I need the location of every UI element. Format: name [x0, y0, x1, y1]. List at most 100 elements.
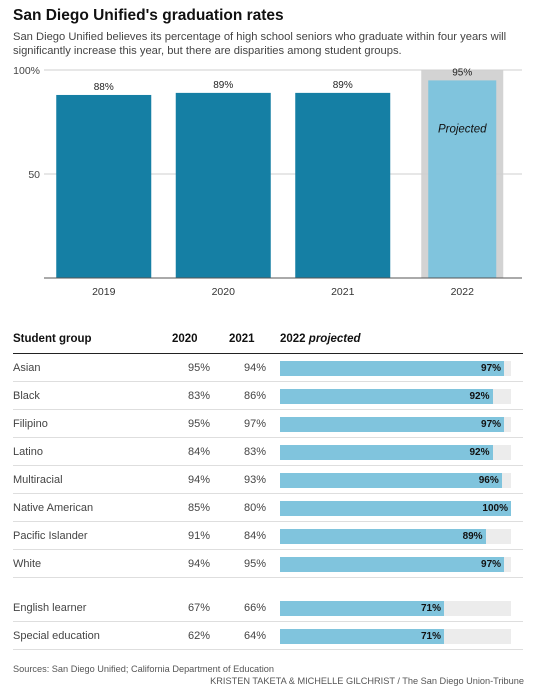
table-row: Multiracial 94% 93% 96%	[13, 466, 523, 494]
row-value-2020: 95%	[187, 362, 210, 374]
table-row: Asian 95% 94% 97%	[13, 354, 523, 382]
bar-value-label: 89%	[333, 80, 353, 91]
row-value-2020: 62%	[187, 630, 210, 642]
projection-bar-track: 97%	[280, 361, 511, 376]
row-value-2021: 93%	[243, 474, 266, 486]
bar-value-label: 88%	[94, 82, 114, 93]
x-tick-label: 2019	[92, 286, 116, 298]
row-divider	[13, 577, 523, 578]
projection-bar-fill: 97%	[280, 361, 505, 376]
table-row: Native American 85% 80% 100%	[13, 494, 523, 522]
table-row: Special education 62% 64% 71%	[13, 622, 523, 650]
chart-title: San Diego Unified's graduation rates	[13, 7, 284, 24]
row-divider	[13, 437, 523, 438]
row-value-2021: 97%	[243, 418, 266, 430]
table-header-rule	[13, 353, 523, 354]
projection-bar-track: 96%	[280, 473, 511, 488]
column-header-2022: 2022 projected	[280, 333, 361, 345]
y-tick-label: 50	[28, 169, 40, 181]
projection-value-label: 89%	[462, 531, 483, 542]
projection-bar-fill: 71%	[280, 601, 444, 616]
projection-bar-track: 92%	[280, 389, 511, 404]
credit-line: KRISTEN TAKETA & MICHELLE GILCHRIST / Th…	[210, 676, 524, 686]
row-group-name: Special education	[13, 630, 100, 642]
projection-bar-track: 92%	[280, 445, 511, 460]
row-value-2021: 80%	[243, 502, 266, 514]
table-row: Black 83% 86% 92%	[13, 382, 523, 410]
chart-subtitle: San Diego Unified believes its percentag…	[13, 31, 507, 57]
projection-value-label: 100%	[482, 503, 508, 514]
table-row: White 94% 95% 97%	[13, 550, 523, 578]
projection-value-label: 71%	[420, 631, 441, 642]
row-divider	[13, 549, 523, 550]
projection-bar-track: 97%	[280, 557, 511, 572]
table-row: Filipino 95% 97% 97%	[13, 410, 523, 438]
projection-bar-fill: 71%	[280, 629, 444, 644]
row-group-name: Asian	[13, 362, 41, 374]
row-value-2020: 67%	[187, 602, 210, 614]
column-header-2020: 2020	[172, 333, 198, 345]
x-tick-label: 2020	[212, 286, 236, 298]
table-row: Latino 84% 83% 92%	[13, 438, 523, 466]
table-row: Pacific Islander 91% 84% 89%	[13, 522, 523, 550]
x-tick-label: 2022	[451, 286, 475, 298]
projection-value-label: 71%	[420, 603, 441, 614]
row-group-name: Latino	[13, 446, 43, 458]
row-value-2021: 86%	[243, 390, 266, 402]
graduation-bar-chart: 100% 50 88% 2019 89% 2020 89% 2021 95% 2022 Projec…	[13, 65, 522, 298]
projection-value-label: 92%	[469, 447, 490, 458]
row-divider	[13, 521, 523, 522]
projection-bar-fill: 92%	[280, 389, 493, 404]
row-value-2021: 64%	[243, 630, 266, 642]
projection-value-label: 96%	[478, 475, 499, 486]
source-note: Sources: San Diego Unified; California D…	[13, 664, 274, 674]
row-divider	[13, 621, 523, 622]
projection-bar-fill: 97%	[280, 557, 505, 572]
row-value-2021: 94%	[243, 362, 266, 374]
bar-2020	[175, 92, 271, 278]
bar-2021	[295, 92, 391, 278]
bar-value-label: 95%	[452, 67, 472, 78]
row-value-2020: 91%	[187, 530, 210, 542]
row-group-name: Black	[13, 390, 40, 402]
row-value-2021: 84%	[243, 530, 266, 542]
row-group-name: White	[13, 558, 42, 570]
projection-value-label: 97%	[481, 363, 502, 374]
bar-2022	[428, 80, 497, 279]
projection-bar-fill: 100%	[280, 501, 511, 516]
row-group-name: English learner	[13, 602, 87, 614]
projection-bar-fill: 96%	[280, 473, 502, 488]
row-value-2021: 66%	[243, 602, 266, 614]
row-value-2020: 94%	[187, 474, 210, 486]
row-value-2020: 84%	[187, 446, 210, 458]
bar-2019	[56, 94, 152, 279]
row-value-2020: 83%	[187, 390, 210, 402]
row-value-2020: 85%	[187, 502, 210, 514]
column-header-2022-year: 2022	[280, 333, 306, 345]
bar-value-label: 89%	[213, 80, 233, 91]
projection-value-label: 97%	[481, 559, 502, 570]
row-divider	[13, 493, 523, 494]
row-divider	[13, 649, 523, 650]
row-group-name: Native American	[13, 502, 94, 514]
column-header-2021: 2021	[229, 333, 255, 345]
projection-bar-fill: 97%	[280, 417, 505, 432]
projection-bar-track: 100%	[280, 501, 511, 516]
y-tick-label: 100%	[13, 65, 40, 77]
projection-bar-fill: 89%	[280, 529, 486, 544]
row-group-name: Multiracial	[13, 474, 63, 486]
row-value-2020: 95%	[187, 418, 210, 430]
row-divider	[13, 465, 523, 466]
column-header-group: Student group	[13, 333, 92, 345]
projection-value-label: 92%	[469, 391, 490, 402]
projection-bar-track: 97%	[280, 417, 511, 432]
projection-value-label: 97%	[481, 419, 502, 430]
projection-bar-fill: 92%	[280, 445, 493, 460]
projection-bar-track: 89%	[280, 529, 511, 544]
column-header-projected: projected	[308, 333, 361, 345]
row-group-name: Filipino	[13, 418, 48, 430]
row-value-2020: 94%	[187, 558, 210, 570]
row-value-2021: 83%	[243, 446, 266, 458]
row-value-2021: 95%	[243, 558, 266, 570]
projection-bar-track: 71%	[280, 601, 511, 616]
